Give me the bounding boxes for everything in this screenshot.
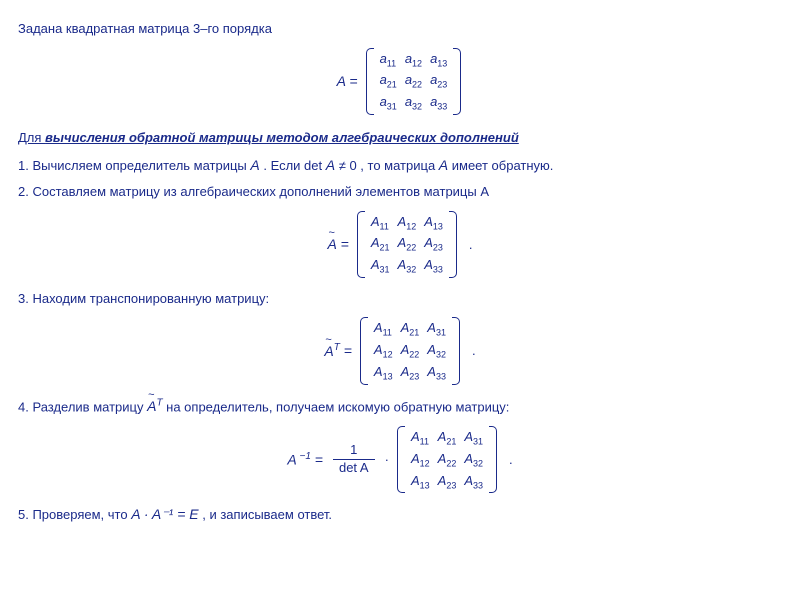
- formula-A-tilde-T: AT = A11 A21 A31 A12 A22 A32 A13 A23 A33 .: [18, 315, 782, 386]
- section-bold: вычисления обратной матрицы методом алге…: [45, 130, 519, 145]
- matrix-cell: A11: [411, 428, 430, 448]
- matrix-Aij: A11 A12 A13 A21 A22 A23 A31 A32 A33: [355, 209, 459, 280]
- matrix-cell: A21: [401, 319, 420, 339]
- matrix-cell: A23: [438, 472, 457, 492]
- matrix-cell: a22: [405, 71, 422, 91]
- matrix-cell: a11: [380, 50, 397, 70]
- frac-num: 1: [344, 443, 363, 459]
- matrix-cell: A33: [464, 472, 483, 492]
- step1-b: . Если det: [260, 158, 326, 173]
- matrix-Aji-2: A11 A21 A31 A12 A22 A32 A13 A23 A33: [395, 424, 499, 495]
- matrix-cell: A23: [401, 363, 420, 383]
- matrix-cell: a23: [430, 71, 447, 91]
- matrix-Aji: A11 A21 A31 A12 A22 A32 A13 A23 A33: [358, 315, 462, 386]
- step1-c: ≠ 0 , то матрица: [335, 158, 439, 173]
- lhs-AtildeT: AT =: [324, 341, 352, 361]
- matrix-cell: A21: [371, 234, 390, 254]
- matrix-cell: A21: [438, 428, 457, 448]
- matrix-cell: A23: [424, 234, 443, 254]
- matrix-cell: a13: [430, 50, 447, 70]
- step1-A3: A: [439, 157, 448, 173]
- step1-a: 1. Вычисляем определитель матрицы: [18, 158, 250, 173]
- matrix-cell: A13: [411, 472, 430, 492]
- matrix-cell: A11: [371, 213, 390, 233]
- step-4: 4. Разделив матрицу AT на определитель, …: [18, 397, 782, 417]
- step1-A2: A: [326, 157, 335, 173]
- matrix-cell: A31: [464, 428, 483, 448]
- matrix-cell: A22: [401, 341, 420, 361]
- matrix-cell: A13: [374, 363, 393, 383]
- matrix-cell: A32: [398, 256, 417, 276]
- lhs-Ainv: A −1 =: [287, 450, 323, 470]
- period-3: .: [505, 451, 513, 469]
- matrix-cell: A32: [427, 341, 446, 361]
- matrix-cell: a12: [405, 50, 422, 70]
- formula-A-inverse: A −1 = 1 det A · A11 A21 A31 A12 A22 A32 A13 A2…: [18, 424, 782, 495]
- matrix-cell: A11: [374, 319, 393, 339]
- step5-b: , и записываем ответ.: [199, 507, 332, 522]
- matrix-cell: a31: [380, 93, 397, 113]
- step4-a: 4. Разделив матрицу: [18, 399, 147, 414]
- matrix-cell: A32: [464, 450, 483, 470]
- step-5: 5. Проверяем, что A · A⁻¹ = E , и записы…: [18, 505, 782, 524]
- matrix-cell: A22: [438, 450, 457, 470]
- intro-line: Задана квадратная матрица 3–го порядка: [18, 20, 782, 38]
- step5-eq: A · A⁻¹ = E: [131, 506, 198, 522]
- step-1: 1. Вычисляем определитель матрицы A . Ес…: [18, 156, 782, 175]
- matrix-cell: A12: [411, 450, 430, 470]
- period-2: .: [468, 342, 476, 360]
- lhs-Atilde: A =: [327, 235, 348, 254]
- step5-a: 5. Проверяем, что: [18, 507, 131, 522]
- step1-d: имеет обратную.: [448, 158, 553, 173]
- period-1: .: [465, 236, 473, 254]
- matrix-cell: a32: [405, 93, 422, 113]
- dot-operator: ·: [385, 451, 389, 469]
- matrix-cell: A12: [374, 341, 393, 361]
- step4-AtildeT: AT: [147, 398, 162, 414]
- formula-A-definition: A = a11 a12 a13 a21 a22 a23 a31 a32 a33: [18, 46, 782, 117]
- matrix-cell: A33: [424, 256, 443, 276]
- matrix-a: a11 a12 a13 a21 a22 a23 a31 a32 a33: [364, 46, 464, 117]
- matrix-cell: a33: [430, 93, 447, 113]
- lhs-A-eq: A =: [337, 72, 358, 91]
- matrix-cell: A12: [398, 213, 417, 233]
- matrix-cell: A31: [371, 256, 390, 276]
- formula-A-tilde: A = A11 A12 A13 A21 A22 A23 A31 A32 A33 .: [18, 209, 782, 280]
- step-3: 3. Находим транспонированную матрицу:: [18, 290, 782, 308]
- matrix-cell: A13: [424, 213, 443, 233]
- matrix-cell: A22: [398, 234, 417, 254]
- matrix-cell: a21: [380, 71, 397, 91]
- matrix-cell: A33: [427, 363, 446, 383]
- step-2: 2. Составляем матрицу из алгебраических …: [18, 183, 782, 201]
- section-heading: Для вычисления обратной матрицы методом …: [18, 129, 782, 147]
- fraction-1-detA: 1 det A: [329, 443, 379, 476]
- step4-b: на определитель, получаем искомую обратн…: [163, 399, 510, 414]
- step1-A1: A: [250, 157, 259, 173]
- frac-den: det A: [333, 459, 375, 476]
- matrix-cell: A31: [427, 319, 446, 339]
- section-prefix: Для: [18, 130, 45, 145]
